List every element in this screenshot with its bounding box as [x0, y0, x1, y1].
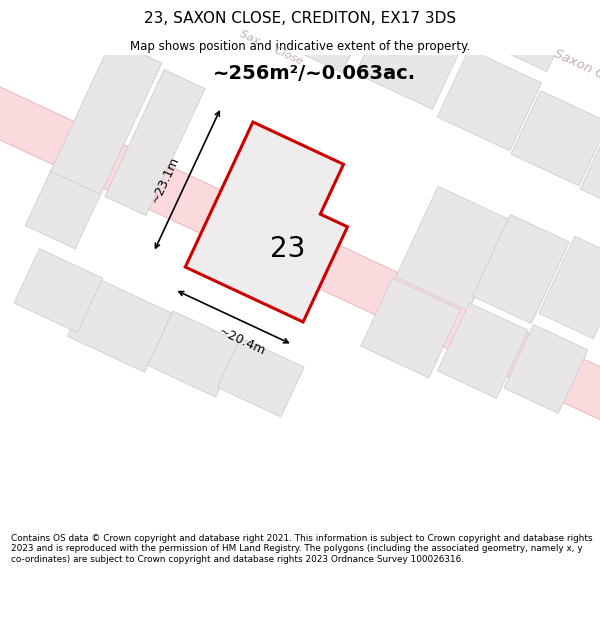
Polygon shape	[260, 0, 374, 72]
Polygon shape	[474, 0, 572, 71]
Text: Sax     Close: Sax Close	[238, 29, 304, 67]
Text: ~256m²/~0.063ac.: ~256m²/~0.063ac.	[212, 64, 416, 83]
Polygon shape	[511, 91, 600, 186]
Polygon shape	[25, 171, 101, 249]
Text: 23, SAXON CLOSE, CREDITON, EX17 3DS: 23, SAXON CLOSE, CREDITON, EX17 3DS	[144, 11, 456, 26]
Polygon shape	[356, 0, 469, 109]
Polygon shape	[14, 249, 103, 332]
Text: ~23.1m: ~23.1m	[148, 154, 181, 205]
Text: Map shows position and indicative extent of the property.: Map shows position and indicative extent…	[130, 39, 470, 52]
Polygon shape	[185, 122, 347, 322]
Text: 23: 23	[270, 234, 305, 262]
Polygon shape	[472, 214, 569, 324]
Text: Contains OS data © Crown copyright and database right 2021. This information is : Contains OS data © Crown copyright and d…	[11, 534, 592, 564]
Polygon shape	[105, 69, 205, 216]
Polygon shape	[148, 311, 241, 397]
Polygon shape	[504, 324, 588, 413]
Polygon shape	[0, 78, 600, 438]
Polygon shape	[361, 278, 460, 378]
Polygon shape	[67, 278, 172, 372]
Polygon shape	[539, 236, 600, 339]
Polygon shape	[437, 49, 542, 151]
Polygon shape	[437, 303, 528, 398]
Text: Saxon Close: Saxon Close	[552, 48, 600, 93]
Polygon shape	[217, 338, 304, 417]
Text: ~20.4m: ~20.4m	[216, 325, 267, 358]
Polygon shape	[49, 40, 162, 199]
Polygon shape	[580, 130, 600, 219]
Polygon shape	[396, 186, 511, 311]
